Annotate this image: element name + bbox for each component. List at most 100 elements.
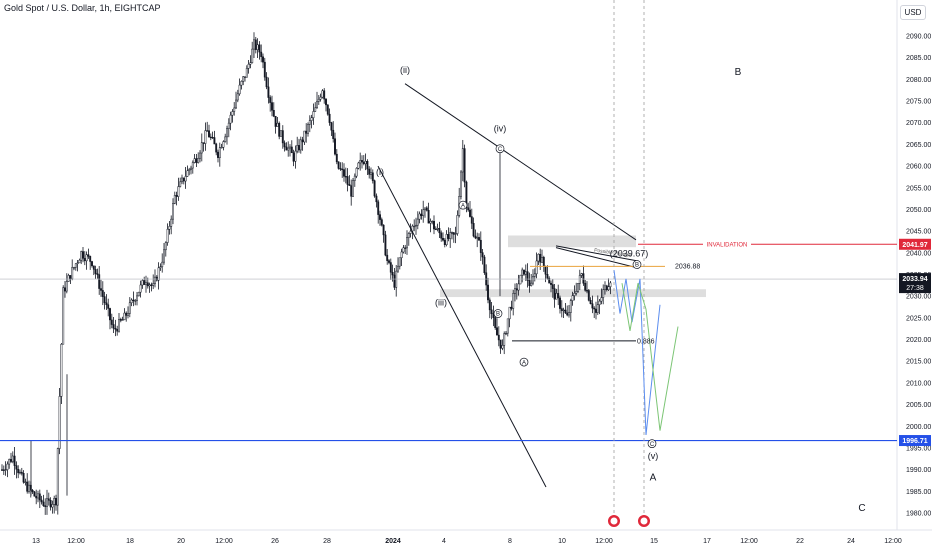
candle-body — [398, 257, 401, 267]
candle-body — [2, 469, 5, 471]
wave-circle-label: B — [635, 263, 639, 269]
candle-body — [436, 228, 439, 230]
candle-body — [550, 282, 552, 285]
candle-body — [204, 130, 207, 144]
y-tick-label: 2075.00 — [906, 99, 931, 106]
candle-body — [281, 130, 284, 144]
lower-wedge-line — [377, 165, 547, 488]
wave-circle — [495, 144, 505, 154]
candle-body — [605, 285, 608, 291]
candle-body — [238, 84, 241, 95]
candle-body — [40, 499, 43, 503]
candle-body — [478, 237, 480, 241]
candle-body — [584, 282, 587, 291]
candle-body — [253, 39, 255, 50]
candle-body — [434, 228, 437, 231]
big-B-label: B — [735, 67, 742, 78]
candle-body — [188, 169, 191, 171]
candle-body — [571, 295, 574, 301]
candle-body — [510, 306, 513, 309]
candle-body — [388, 260, 390, 263]
candle-body — [179, 181, 182, 187]
candle-body — [58, 396, 61, 449]
candle-body — [150, 284, 153, 286]
x-tick-label: 24 — [847, 538, 855, 545]
candle-body — [474, 235, 477, 239]
resistance-zone — [508, 235, 636, 248]
candle-body — [497, 334, 500, 341]
candle-body — [91, 261, 93, 267]
candle-body — [11, 455, 14, 462]
candle-body — [582, 273, 585, 284]
candle-body — [303, 130, 306, 143]
x-tick-label: 17 — [703, 538, 711, 545]
candle-body — [60, 343, 63, 397]
candle-body — [366, 160, 369, 170]
upper-wedge-line — [404, 83, 637, 241]
candle-body — [100, 288, 102, 291]
x-tick-label: 2024 — [385, 538, 401, 545]
candle-body — [251, 48, 254, 63]
price-2039-label: (2039.67) — [610, 249, 649, 259]
candle-body — [373, 180, 376, 197]
y-tick-label: 2020.00 — [906, 337, 931, 344]
candle-body — [28, 484, 30, 492]
candle-body — [274, 115, 277, 127]
candle-body — [62, 287, 65, 345]
triangle-upper-line — [555, 245, 637, 262]
candle-body — [353, 175, 356, 181]
candle-body — [530, 282, 533, 286]
candle-body — [447, 234, 450, 239]
candle-body — [481, 252, 484, 258]
lines-layer — [0, 0, 897, 528]
labels-layer: 0.886 2036.88 INVALIDATION Possible Triangl… — [376, 65, 866, 528]
candle-body — [375, 195, 378, 203]
candle-body — [220, 146, 223, 149]
candle-body — [607, 286, 610, 291]
candle-body — [479, 239, 482, 253]
candle-body — [305, 130, 308, 134]
candle-body — [82, 251, 84, 259]
candle-body — [427, 210, 430, 224]
candle-body — [121, 319, 124, 321]
candle-body — [53, 497, 56, 505]
x-tick-label: 26 — [271, 538, 279, 545]
x-tick-label: 12:00 — [884, 538, 902, 545]
support-price-badge: 1996.71 — [902, 438, 927, 445]
candle-body — [6, 463, 9, 470]
candle-body — [339, 168, 342, 170]
candle-body — [409, 230, 412, 234]
candle-body — [278, 122, 281, 137]
candle-body — [514, 288, 516, 294]
candle-body — [559, 297, 561, 309]
candle-body — [443, 239, 446, 245]
candle-body — [296, 145, 299, 152]
candle-body — [19, 471, 21, 474]
candle-body — [391, 271, 394, 276]
candle-body — [96, 273, 99, 275]
candle-body — [175, 195, 178, 197]
candle-body — [98, 274, 101, 289]
candle-body — [371, 172, 374, 181]
candle-body — [422, 209, 425, 217]
candle-body — [287, 147, 290, 151]
candle-body — [276, 122, 279, 127]
candle-body — [352, 180, 354, 197]
candle-body — [22, 473, 25, 483]
candle-body — [604, 285, 606, 291]
currency-button[interactable]: USD — [900, 5, 926, 20]
candle-body — [182, 177, 185, 182]
candle-body — [134, 300, 137, 302]
candle-body — [472, 223, 475, 237]
candle-body — [483, 256, 486, 274]
candle-body — [589, 300, 592, 304]
candle-body — [416, 218, 419, 226]
candle-body — [526, 271, 529, 281]
candle-body — [523, 269, 525, 275]
x-tick-label: 12:00 — [740, 538, 758, 545]
x-tick-label: 4 — [442, 538, 446, 545]
candle-body — [47, 498, 50, 501]
candle-body — [330, 122, 333, 131]
